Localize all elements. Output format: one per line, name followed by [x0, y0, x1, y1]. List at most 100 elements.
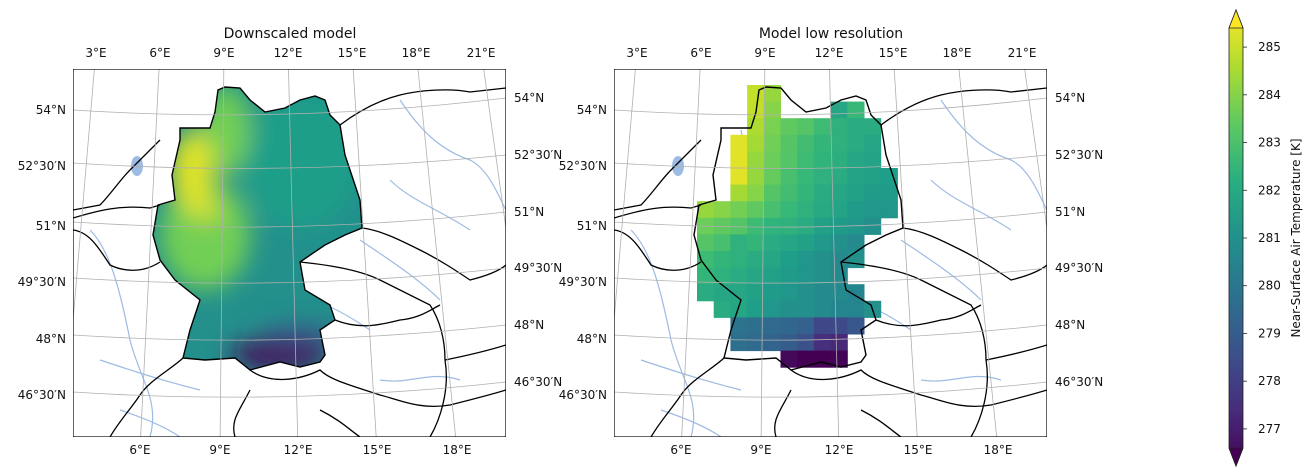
grid-cell — [747, 251, 765, 269]
grid-cell — [763, 151, 781, 169]
left-latitude-label: 52°30′N — [18, 159, 66, 173]
right-latitude-label: 52°30′N — [1055, 148, 1103, 162]
bottom-longitude-label: 9°E — [750, 443, 771, 457]
country-border — [73, 139, 161, 211]
country-border — [299, 261, 447, 437]
country-border — [319, 409, 361, 437]
colorbar-tick-label: 284 — [1258, 88, 1281, 102]
grid-cell — [847, 184, 865, 202]
grid-cell — [847, 317, 865, 335]
grid-cell — [813, 134, 832, 152]
latitude-gridline — [73, 97, 506, 116]
latitude-gridline — [614, 381, 1047, 398]
grid-cell — [713, 234, 731, 252]
grid-cell — [780, 168, 798, 186]
grid-cell — [797, 350, 815, 368]
grid-cell — [864, 217, 882, 235]
river — [379, 375, 461, 382]
grid-cell — [830, 300, 848, 318]
grid-cell — [847, 168, 865, 186]
panel-model-low-resolution — [614, 69, 1047, 437]
longitude-gridline — [893, 69, 918, 437]
left-latitude-label: 46°30′N — [18, 388, 66, 402]
grid-cell — [730, 284, 748, 302]
grid-cell — [797, 284, 815, 302]
country-border — [73, 229, 161, 271]
top-longitude-label: 3°E — [626, 46, 647, 60]
grid-cell — [797, 184, 815, 202]
panel-title: Downscaled model — [224, 26, 357, 42]
river — [640, 359, 742, 391]
left-latitude-label: 46°30′N — [559, 388, 607, 402]
river — [940, 99, 1047, 211]
grid-cell — [813, 201, 832, 219]
colorbar-tick-label: 282 — [1258, 183, 1281, 197]
grid-cell — [847, 134, 865, 152]
right-latitude-label: 46°30′N — [1055, 375, 1103, 389]
grid-cell — [697, 201, 715, 219]
colorbar-tick-label: 285 — [1258, 40, 1281, 54]
grid-cell — [747, 151, 765, 169]
grid-cell — [730, 267, 748, 285]
grid-cell — [730, 334, 748, 352]
colorbar-label: Near-Surface Air Temperature [K] — [1289, 138, 1303, 337]
grid-cell — [730, 234, 748, 252]
grid-cell — [780, 300, 798, 318]
grid-cell — [780, 201, 798, 219]
latitude-gridline — [73, 211, 506, 228]
panel-title: Model low resolution — [759, 26, 903, 42]
colorbar-extend-max — [1228, 8, 1244, 29]
grid-cell — [830, 184, 848, 202]
river — [920, 375, 1002, 382]
grid-cell — [747, 85, 765, 103]
country-border — [875, 304, 982, 327]
colorbar-extend-min — [1228, 447, 1244, 468]
grid-cell — [747, 217, 765, 235]
grid-cell — [730, 251, 748, 269]
grid-cell — [813, 151, 832, 169]
grid-cell — [747, 201, 765, 219]
latitude-gridline — [614, 97, 1047, 116]
grid-cell — [813, 184, 832, 202]
top-longitude-label: 3°E — [85, 46, 106, 60]
grid-cell — [830, 317, 848, 335]
grid-cell — [780, 118, 798, 136]
grid-cell — [763, 300, 781, 318]
grid-cell — [797, 317, 815, 335]
grid-cell — [763, 134, 781, 152]
right-latitude-label: 46°30′N — [514, 375, 562, 389]
grid-cell — [747, 234, 765, 252]
grid-cell — [747, 267, 765, 285]
germany-border — [693, 86, 904, 371]
grid-cell — [813, 251, 832, 269]
grid-cell — [847, 201, 865, 219]
river — [660, 409, 722, 437]
left-latitude-label: 48°N — [36, 332, 66, 346]
grid-cell — [813, 267, 832, 285]
country-border — [985, 344, 1047, 361]
grid-cell — [813, 317, 832, 335]
river — [99, 359, 201, 391]
grid-cell — [847, 151, 865, 169]
latitude-gridline — [73, 324, 506, 341]
bottom-longitude-label: 6°E — [670, 443, 691, 457]
left-latitude-label: 49°30′N — [559, 275, 607, 289]
grid-cell — [730, 134, 748, 152]
country-border — [249, 369, 506, 407]
latitude-gridline — [73, 154, 506, 169]
country-border — [334, 304, 441, 327]
grid-cell — [813, 300, 832, 318]
grid-cell — [697, 251, 715, 269]
grid-cell — [713, 251, 731, 269]
longitude-gridline — [140, 69, 160, 437]
bottom-longitude-label: 18°E — [443, 443, 472, 457]
grid-cell — [797, 251, 815, 269]
top-longitude-label: 12°E — [815, 46, 844, 60]
top-longitude-label: 18°E — [402, 46, 431, 60]
grid-cell — [813, 350, 832, 368]
country-border — [614, 139, 702, 211]
grid-cell — [813, 334, 832, 352]
colorbar: 277 278 279 280 281 282 283 284 285 Near-Surface… — [1228, 8, 1303, 468]
grid-cell — [780, 267, 798, 285]
grid-cell — [763, 217, 781, 235]
